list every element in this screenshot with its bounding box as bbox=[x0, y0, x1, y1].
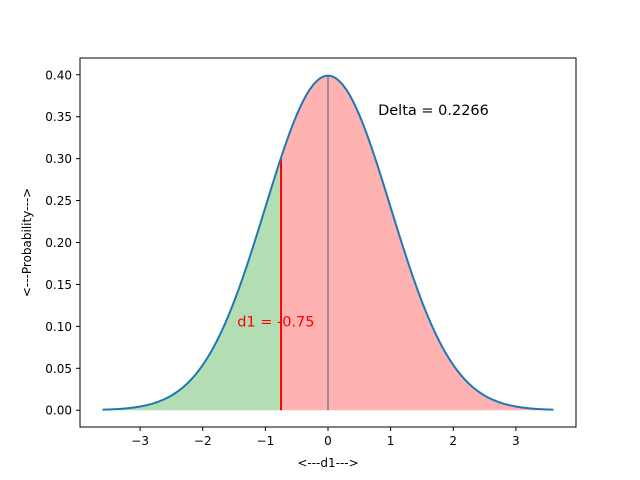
x-tick-label-2: −1 bbox=[257, 434, 275, 448]
annotation-1: d1 = -0.75 bbox=[237, 314, 314, 330]
y-tick-label-1: 0.05 bbox=[45, 362, 72, 376]
x-axis-label: <---d1---> bbox=[297, 456, 358, 470]
y-tick-label-4: 0.20 bbox=[45, 236, 72, 250]
y-tick-label-6: 0.30 bbox=[45, 152, 72, 166]
y-tick-label-8: 0.40 bbox=[45, 68, 72, 82]
x-tick-label-3: 0 bbox=[324, 434, 332, 448]
x-tick-label-1: −2 bbox=[194, 434, 212, 448]
density-curve bbox=[102, 74, 554, 411]
x-tick-label-4: 1 bbox=[387, 434, 395, 448]
y-axis-label: <---Probability---> bbox=[20, 188, 34, 297]
shaded-region-1 bbox=[281, 75, 554, 411]
shaded-region-0 bbox=[102, 157, 282, 411]
y-tick-label-7: 0.35 bbox=[45, 110, 72, 124]
y-tick-label-0: 0.00 bbox=[45, 404, 72, 418]
y-tick-label-2: 0.10 bbox=[45, 320, 72, 334]
x-tick-label-6: 3 bbox=[512, 434, 520, 448]
plot-area: Delta = 0.2266 d1 = -0.75 bbox=[102, 74, 554, 411]
x-tick-label-0: −3 bbox=[131, 434, 149, 448]
x-tick-label-5: 2 bbox=[449, 434, 457, 448]
y-tick-label-5: 0.25 bbox=[45, 194, 72, 208]
annotation-0: Delta = 0.2266 bbox=[378, 103, 489, 119]
axis-ticks: −3 −2 −1 0 1 2 3 0.00 0.05 0.10 0.15 0.20 0.25 0.30 0.… bbox=[45, 68, 519, 448]
y-tick-label-3: 0.15 bbox=[45, 278, 72, 292]
axes-frame bbox=[79, 57, 577, 428]
